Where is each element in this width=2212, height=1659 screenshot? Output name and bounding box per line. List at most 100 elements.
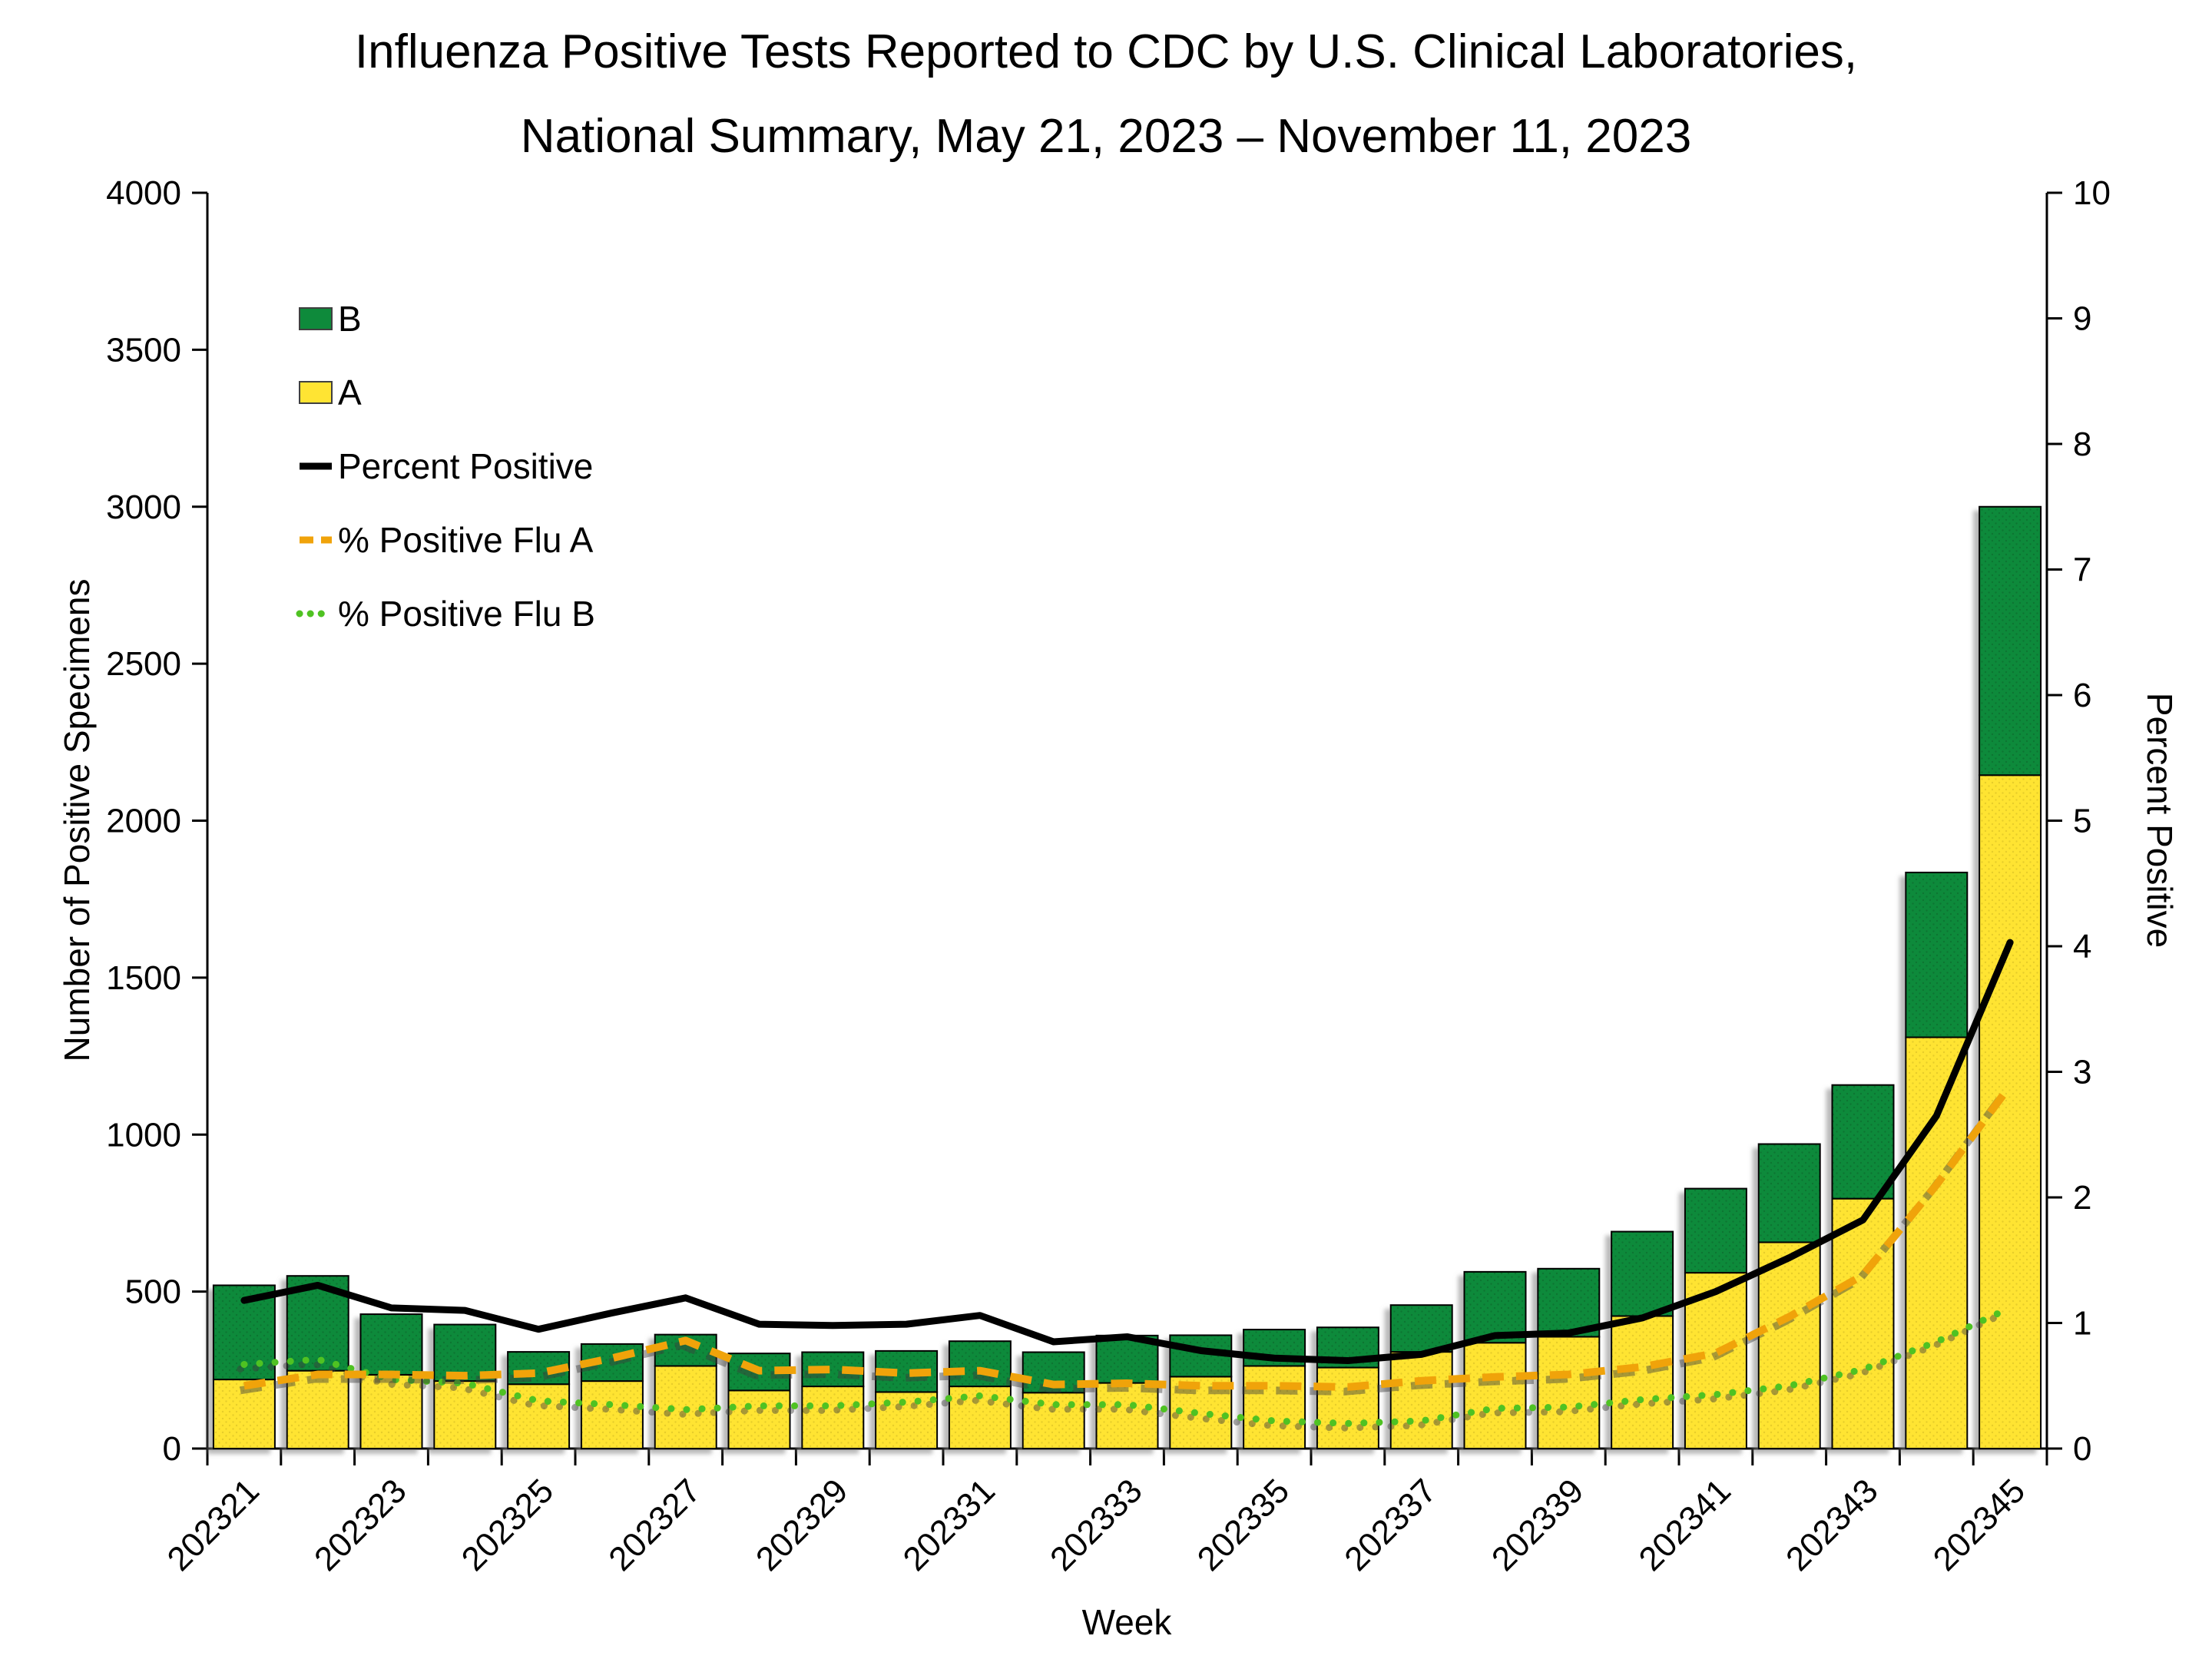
- legend-item--positive-flu-a: % Positive Flu A: [300, 520, 594, 560]
- x-axis-week-label: 202323: [307, 1472, 413, 1578]
- bar-segment-B: [359, 1313, 423, 1376]
- legend-item-a: A: [299, 373, 362, 412]
- left-axis-tick-label: 0: [163, 1430, 181, 1468]
- bar-week-202324: [433, 1323, 497, 1450]
- bar-week-202328: [727, 1353, 791, 1449]
- x-axis-week-label: 202325: [455, 1472, 561, 1578]
- right-axis-tick-label: 2: [2073, 1179, 2091, 1217]
- left-axis-tick-label: 4000: [106, 174, 181, 212]
- left-axis-tick-label: 1000: [106, 1116, 181, 1154]
- bar-week-202341: [1684, 1187, 1747, 1449]
- bar-segment-A: [580, 1380, 644, 1450]
- bar-segment-A: [1463, 1342, 1527, 1449]
- bar-week-202327: [654, 1333, 717, 1450]
- right-axis-tick-label: 3: [2073, 1054, 2091, 1091]
- bar-week-202345: [1979, 505, 2042, 1449]
- x-axis-week-label: 202343: [1779, 1472, 1885, 1578]
- pct-flu-b-line-shadow: [237, 1309, 2010, 1432]
- legend-label: B: [338, 299, 362, 339]
- right-axis-tick-label: 5: [2073, 803, 2091, 840]
- legend-label: A: [338, 373, 362, 412]
- bars-group: [212, 505, 2042, 1450]
- right-axis-tick-label: 8: [2073, 426, 2091, 463]
- x-axis-week-label: 202331: [896, 1472, 1002, 1578]
- x-axis-week-label: 202339: [1485, 1472, 1591, 1578]
- legend-item-b: B: [299, 299, 362, 339]
- bar-segment-A: [801, 1386, 865, 1450]
- legend-label: % Positive Flu A: [338, 520, 594, 560]
- bar-segment-A: [1022, 1392, 1085, 1450]
- right-axis-tick-label: 0: [2073, 1430, 2091, 1468]
- percent-positive-line: [240, 939, 2014, 1365]
- bar-week-202344: [1905, 871, 1969, 1449]
- chart-title-line-2: National Summary, May 21, 2023 – Novembe…: [520, 110, 1692, 163]
- bar-segment-B: [1463, 1270, 1527, 1344]
- bar-segment-A: [1316, 1366, 1379, 1449]
- left-axis-tick-label: 500: [125, 1273, 181, 1311]
- x-axis-week-label: 202341: [1631, 1472, 1737, 1578]
- bar-segment-B: [1979, 505, 2042, 777]
- x-axis-title: Week: [1081, 1602, 1172, 1642]
- right-axis-tick-label: 4: [2073, 928, 2091, 965]
- bar-segment-A: [1905, 1036, 1969, 1449]
- bar-segment-A: [727, 1389, 791, 1449]
- bar-segment-B: [1757, 1143, 1821, 1243]
- bar-week-202342: [1757, 1143, 1821, 1450]
- bar-week-202330: [875, 1349, 939, 1450]
- bar-segment-B: [1831, 1084, 1895, 1200]
- bar-segment-A: [433, 1380, 497, 1450]
- x-axis-week-label: 202345: [1926, 1472, 2032, 1578]
- bar-segment-A: [1389, 1351, 1453, 1449]
- bar-week-202337: [1389, 1304, 1453, 1449]
- pct-flu-a-line-shadow: [240, 1088, 2010, 1396]
- x-axis-week-label: 202335: [1190, 1472, 1296, 1578]
- legend-item-percent-positive: Percent Positive: [300, 446, 593, 486]
- bar-segment-A: [1757, 1241, 1821, 1450]
- pct-flu-b-line: [240, 1304, 2014, 1427]
- x-axis-week-label: 202329: [749, 1472, 855, 1578]
- bar-week-202329: [801, 1351, 865, 1450]
- right-axis-tick-label: 9: [2073, 300, 2091, 338]
- right-axis-tick-label: 1: [2073, 1305, 2091, 1343]
- left-axis-tick-label: 2500: [106, 645, 181, 683]
- x-axis-week-label: 202327: [601, 1472, 707, 1578]
- bar-segment-A: [1243, 1365, 1306, 1450]
- legend-item--positive-flu-b: % Positive Flu B: [296, 594, 595, 634]
- x-axis-week-label: 202337: [1337, 1472, 1443, 1578]
- legend-swatch-rect: [299, 307, 333, 330]
- bar-segment-B: [948, 1340, 1012, 1388]
- legend-label: Percent Positive: [338, 446, 593, 486]
- bar-segment-A: [1611, 1315, 1674, 1449]
- bar-segment-A: [1095, 1382, 1159, 1450]
- right-axis-tick-label: 10: [2073, 174, 2111, 212]
- bar-week-202339: [1537, 1267, 1601, 1449]
- bar-week-202338: [1463, 1270, 1527, 1449]
- bar-week-202343: [1831, 1084, 1895, 1449]
- pct-flu-a-line: [243, 1083, 2014, 1391]
- left-axis-tick-label: 1500: [106, 959, 181, 997]
- bar-week-202332: [1022, 1351, 1085, 1450]
- bar-segment-A: [1537, 1336, 1601, 1449]
- legend-label: % Positive Flu B: [338, 594, 595, 634]
- bar-segment-A: [212, 1379, 276, 1449]
- chart-title-line-1: Influenza Positive Tests Reported to CDC…: [354, 25, 1858, 78]
- left-axis-tick-label: 2000: [106, 803, 181, 840]
- left-axis-tick-label: 3000: [106, 488, 181, 526]
- bar-week-202323: [359, 1313, 423, 1449]
- bar-segment-B: [1684, 1187, 1747, 1274]
- bar-week-202326: [580, 1343, 644, 1450]
- right-axis-tick-label: 6: [2073, 677, 2091, 714]
- right-axis-tick-label: 7: [2073, 551, 2091, 589]
- legend-swatch-rect: [299, 381, 333, 404]
- bar-segment-B: [1389, 1304, 1453, 1353]
- bar-segment-A: [1831, 1197, 1895, 1449]
- bar-segment-B: [1905, 871, 1969, 1038]
- bar-week-202340: [1611, 1230, 1674, 1449]
- bar-segment-B: [1611, 1230, 1674, 1317]
- left-axis-tick-label: 3500: [106, 331, 181, 369]
- bar-segment-A: [286, 1369, 349, 1450]
- legend: BA Percent Positive % Positive Flu A % Posi…: [296, 299, 595, 634]
- x-axis-week-label: 202321: [160, 1472, 266, 1578]
